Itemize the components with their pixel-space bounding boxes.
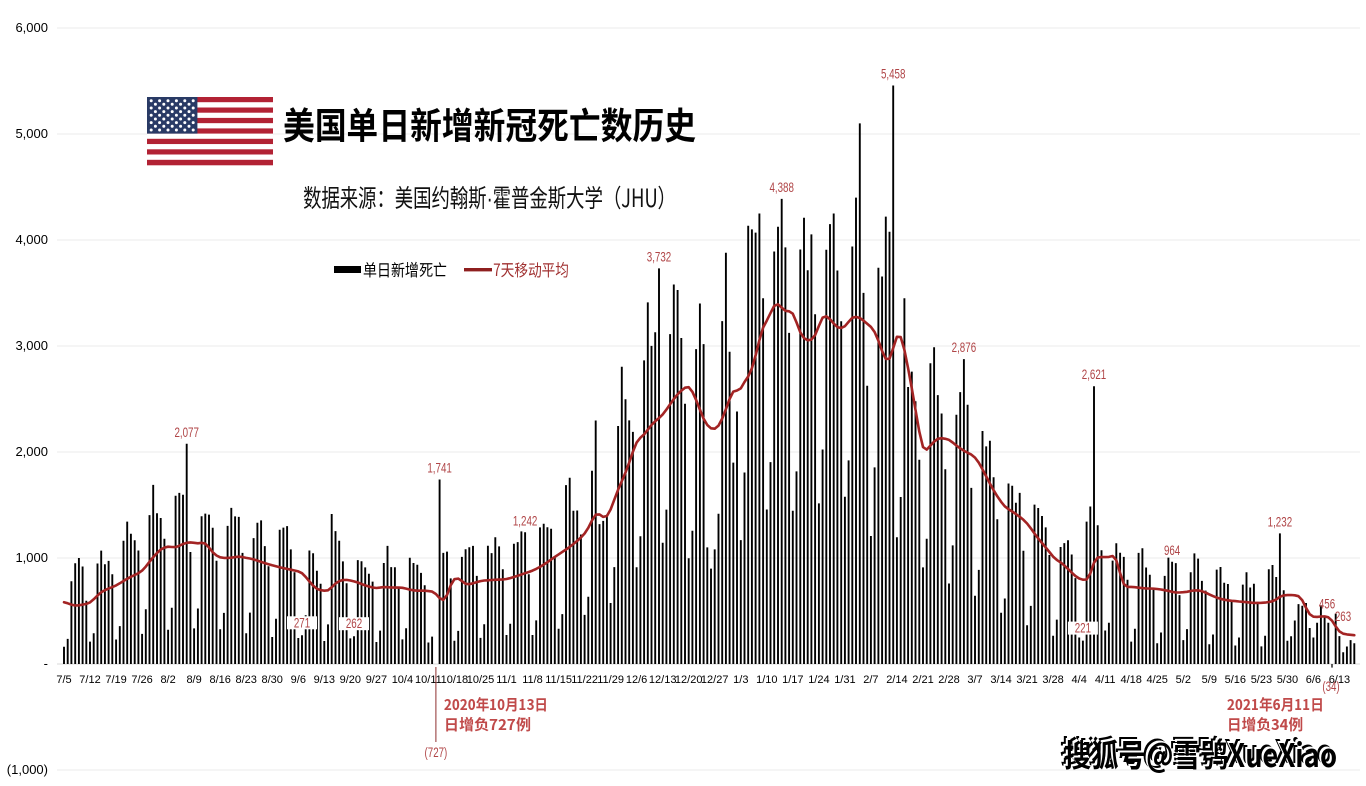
svg-text:7/26: 7/26	[131, 674, 152, 686]
svg-text:5/23: 5/23	[1251, 674, 1272, 686]
svg-text:2/21: 2/21	[912, 674, 933, 686]
svg-text:7/12: 7/12	[79, 674, 100, 686]
svg-text:7/19: 7/19	[105, 674, 126, 686]
svg-text:271: 271	[294, 615, 310, 630]
svg-text:4/11: 4/11	[1095, 674, 1116, 686]
svg-text:9/6: 9/6	[291, 674, 306, 686]
svg-text:3,732: 3,732	[647, 249, 672, 264]
svg-text:8/2: 8/2	[160, 674, 175, 686]
svg-text:2,621: 2,621	[1082, 367, 1107, 382]
svg-text:456: 456	[1319, 597, 1335, 612]
svg-text:(727): (727)	[425, 745, 448, 760]
svg-text:6/6: 6/6	[1306, 674, 1321, 686]
svg-text:2,000: 2,000	[15, 444, 48, 459]
svg-text:8/30: 8/30	[261, 674, 282, 686]
svg-text:9/13: 9/13	[314, 674, 335, 686]
svg-text:5,000: 5,000	[15, 126, 48, 141]
svg-text:8/16: 8/16	[209, 674, 230, 686]
svg-text:12/27: 12/27	[701, 674, 729, 686]
svg-text:4,388: 4,388	[769, 180, 794, 195]
svg-text:3/28: 3/28	[1042, 674, 1063, 686]
svg-text:5/16: 5/16	[1225, 674, 1246, 686]
svg-text:日增负34例: 日增负34例	[1227, 714, 1303, 735]
svg-text:9/20: 9/20	[340, 674, 361, 686]
svg-text:2020年10月13日: 2020年10月13日	[444, 694, 548, 715]
svg-text:2,876: 2,876	[952, 340, 977, 355]
svg-text:1,242: 1,242	[513, 513, 538, 528]
svg-text:12/13: 12/13	[649, 674, 677, 686]
svg-text:4,000: 4,000	[15, 232, 48, 247]
svg-text:7/5: 7/5	[56, 674, 71, 686]
svg-text:1/10: 1/10	[756, 674, 777, 686]
svg-text:11/1: 11/1	[496, 674, 517, 686]
svg-text:(1,000): (1,000)	[7, 762, 48, 777]
svg-text:(34): (34)	[1322, 679, 1339, 694]
svg-text:10/18: 10/18	[441, 674, 469, 686]
svg-text:1/17: 1/17	[782, 674, 803, 686]
svg-text:1,232: 1,232	[1268, 514, 1293, 529]
svg-text:5,458: 5,458	[881, 67, 906, 82]
svg-text:3/7: 3/7	[967, 674, 982, 686]
svg-text:11/15: 11/15	[545, 674, 572, 686]
svg-text:12/20: 12/20	[675, 674, 703, 686]
svg-text:221: 221	[1075, 621, 1091, 636]
svg-text:6/13: 6/13	[1329, 674, 1350, 686]
svg-text:搜狐号@雪鸮XueXiao: 搜狐号@雪鸮XueXiao	[1062, 729, 1335, 775]
svg-text:-: -	[44, 656, 48, 671]
svg-text:美国单日新增新冠死亡数历史: 美国单日新增新冠死亡数历史	[283, 96, 696, 150]
svg-text:6,000: 6,000	[15, 20, 48, 35]
svg-text:8/9: 8/9	[186, 674, 201, 686]
svg-text:4/18: 4/18	[1120, 674, 1141, 686]
svg-text:11/29: 11/29	[597, 674, 624, 686]
svg-text:1/31: 1/31	[834, 674, 855, 686]
svg-text:2/28: 2/28	[938, 674, 959, 686]
svg-text:3,000: 3,000	[15, 338, 48, 353]
svg-text:3/21: 3/21	[1016, 674, 1037, 686]
svg-text:数据来源：美国约翰斯·霍普金斯大学（JHU）: 数据来源：美国约翰斯·霍普金斯大学（JHU）	[303, 179, 676, 215]
svg-text:7天移动平均: 7天移动平均	[493, 257, 569, 281]
svg-text:搜狐号@雪鸮XueXiao: 搜狐号@雪鸮XueXiao	[1060, 727, 1333, 773]
svg-text:263: 263	[1335, 609, 1351, 624]
svg-text:2021年6月11日: 2021年6月11日	[1227, 694, 1324, 715]
svg-text:10/11: 10/11	[415, 674, 442, 686]
svg-text:964: 964	[1164, 543, 1181, 558]
svg-text:1,741: 1,741	[427, 461, 452, 476]
svg-text:搜狐号@雪鸮XueXiao: 搜狐号@雪鸮XueXiao	[1064, 731, 1337, 777]
svg-text:2,077: 2,077	[174, 425, 199, 440]
svg-text:4/25: 4/25	[1146, 674, 1167, 686]
svg-text:5/9: 5/9	[1202, 674, 1217, 686]
svg-text:9/27: 9/27	[366, 674, 387, 686]
svg-text:1,000: 1,000	[15, 550, 48, 565]
svg-text:单日新增死亡: 单日新增死亡	[363, 257, 447, 281]
svg-text:日增负727例: 日增负727例	[444, 714, 531, 735]
svg-text:2/14: 2/14	[886, 674, 907, 686]
svg-text:11/22: 11/22	[571, 674, 598, 686]
svg-text:11/8: 11/8	[522, 674, 543, 686]
svg-text:5/2: 5/2	[1176, 674, 1191, 686]
svg-text:5/30: 5/30	[1277, 674, 1298, 686]
svg-text:2/7: 2/7	[863, 674, 878, 686]
svg-text:262: 262	[346, 616, 362, 631]
svg-text:12/6: 12/6	[626, 674, 647, 686]
svg-text:10/25: 10/25	[467, 674, 495, 686]
svg-text:1/24: 1/24	[808, 674, 829, 686]
svg-text:3/14: 3/14	[990, 674, 1011, 686]
svg-text:1/3: 1/3	[733, 674, 748, 686]
svg-text:10/4: 10/4	[392, 674, 413, 686]
svg-text:4/4: 4/4	[1072, 674, 1087, 686]
svg-text:8/23: 8/23	[235, 674, 256, 686]
